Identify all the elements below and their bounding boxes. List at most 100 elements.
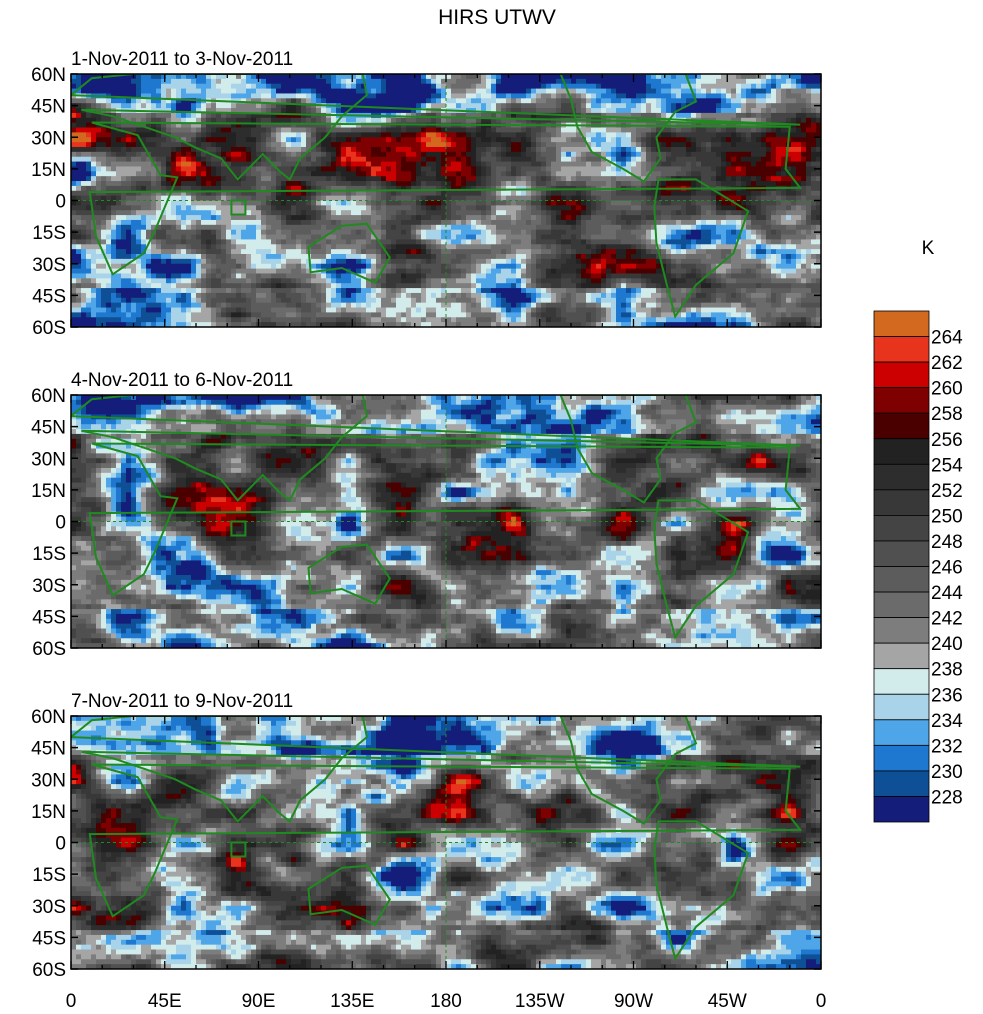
latitude-tick-label: 15S <box>32 223 66 244</box>
colorbar-level-label: 238 <box>931 660 963 681</box>
colorbar-level-label: 262 <box>931 353 963 374</box>
longitude-tick-label: 0 <box>66 991 77 1012</box>
colorbar-swatch <box>873 310 930 337</box>
coastline <box>71 395 801 502</box>
colorbar-level-label: 256 <box>931 430 963 451</box>
latitude-tick-label: 45S <box>32 286 66 307</box>
colorbar-level-label: 234 <box>931 711 963 732</box>
colorbar-level-label: 242 <box>931 609 963 630</box>
coastline <box>559 716 698 825</box>
colorbar-swatch <box>873 387 930 414</box>
region-box <box>230 520 247 537</box>
colorbar-swatch <box>873 693 930 721</box>
colorbar-swatch <box>873 796 930 823</box>
coastline <box>307 543 391 605</box>
colorbar-level-label: 246 <box>931 558 963 579</box>
longitude-tick-label: 90E <box>242 991 276 1012</box>
panel-date-label: 7-Nov-2011 to 9-Nov-2011 <box>71 691 293 712</box>
colorbar-swatch <box>873 336 930 363</box>
colorbar-swatch <box>873 668 930 695</box>
latitude-tick-label: 15S <box>32 865 66 886</box>
colorbar-swatch <box>873 412 930 440</box>
coastline <box>653 178 750 319</box>
latitude-tick-label: 15N <box>31 802 66 823</box>
colorbar-level-label: 230 <box>931 762 963 783</box>
colorbar-level-label: 236 <box>931 685 963 706</box>
figure-title: HIRS UTWV <box>438 6 556 29</box>
utwv-field <box>71 74 821 327</box>
coastline <box>88 763 803 918</box>
colorbar-swatch <box>873 591 930 618</box>
coastline <box>307 222 391 284</box>
latitude-tick-label: 60N <box>31 707 66 728</box>
panel-date-label: 1-Nov-2011 to 3-Nov-2011 <box>71 49 293 70</box>
colorbar-swatch <box>873 617 930 644</box>
colorbar-level-label: 240 <box>931 634 963 655</box>
latitude-tick-label: 45S <box>32 607 66 628</box>
colorbar-swatch <box>873 744 930 772</box>
colorbar-swatch <box>873 540 930 567</box>
latitude-tick-label: 30N <box>31 128 66 149</box>
colorbar-swatch <box>873 489 930 516</box>
coastline <box>559 395 698 504</box>
colorbar-unit: K <box>922 238 935 259</box>
utwv-field <box>71 716 821 969</box>
colorbar-level-label: 254 <box>931 455 963 476</box>
colorbar: K 264 262 260 258 256 254 252 250 248 246 244 242 24… <box>873 238 963 823</box>
coastline <box>307 864 391 926</box>
colorbar-swatch <box>873 463 930 491</box>
coastline <box>653 820 750 961</box>
latitude-tick-label: 60S <box>32 318 66 339</box>
latitude-tick-label: 0 <box>55 513 66 534</box>
latitude-tick-label: 0 <box>55 192 66 213</box>
latitude-tick-label: 0 <box>55 834 66 855</box>
colorbar-level-label: 252 <box>931 481 963 502</box>
region-box <box>230 199 247 216</box>
colorbar-swatch <box>873 719 930 746</box>
latitude-tick-label: 30N <box>31 770 66 791</box>
utwv-field <box>71 395 821 648</box>
latitude-tick-label: 15S <box>32 544 66 565</box>
latitude-tick-label: 30S <box>32 255 66 276</box>
longitude-tick-label: 45W <box>708 991 747 1012</box>
longitude-tick-label: 0 <box>816 991 827 1012</box>
latitude-tick-label: 30N <box>31 449 66 470</box>
latitude-tick-label: 60S <box>32 960 66 981</box>
colorbar-level-label: 250 <box>931 506 963 527</box>
longitude-tick-label: 90W <box>614 991 653 1012</box>
region-box <box>230 841 247 858</box>
map-panels: 1-Nov-2011 to 3-Nov-201160N45N30N15N015S… <box>31 49 822 981</box>
longitude-tick-label: 135E <box>330 991 374 1012</box>
colorbar-level-label: 248 <box>931 532 963 553</box>
coastline <box>88 121 803 276</box>
colorbar-swatch <box>873 770 930 797</box>
latitude-tick-label: 45N <box>31 739 66 760</box>
colorbar-swatch <box>873 566 930 593</box>
colorbar-swatch <box>873 515 930 542</box>
latitude-tick-label: 60N <box>31 386 66 407</box>
colorbar-swatch <box>873 361 930 389</box>
latitude-tick-label: 60S <box>32 639 66 660</box>
colorbar-level-label: 244 <box>931 583 963 604</box>
coastline <box>71 74 801 181</box>
longitude-tick-label: 135W <box>515 991 565 1012</box>
longitude-tick-label: 180 <box>430 991 462 1012</box>
latitude-tick-label: 30S <box>32 576 66 597</box>
latitude-tick-label: 60N <box>31 65 66 86</box>
colorbar-swatch <box>873 642 930 670</box>
latitude-tick-label: 15N <box>31 160 66 181</box>
longitude-tick-label: 45E <box>148 991 182 1012</box>
colorbar-level-label: 258 <box>931 404 963 425</box>
latitude-tick-label: 45S <box>32 928 66 949</box>
colorbar-level-label: 264 <box>931 328 963 349</box>
coastline <box>71 716 801 823</box>
latitude-tick-label: 45N <box>31 97 66 118</box>
longitude-axis: 0 45E 90E 135E 180 135W 90W 45W 0 <box>66 991 827 1012</box>
coastline <box>653 499 750 640</box>
colorbar-level-label: 228 <box>931 787 963 808</box>
colorbar-level-label: 260 <box>931 379 963 400</box>
